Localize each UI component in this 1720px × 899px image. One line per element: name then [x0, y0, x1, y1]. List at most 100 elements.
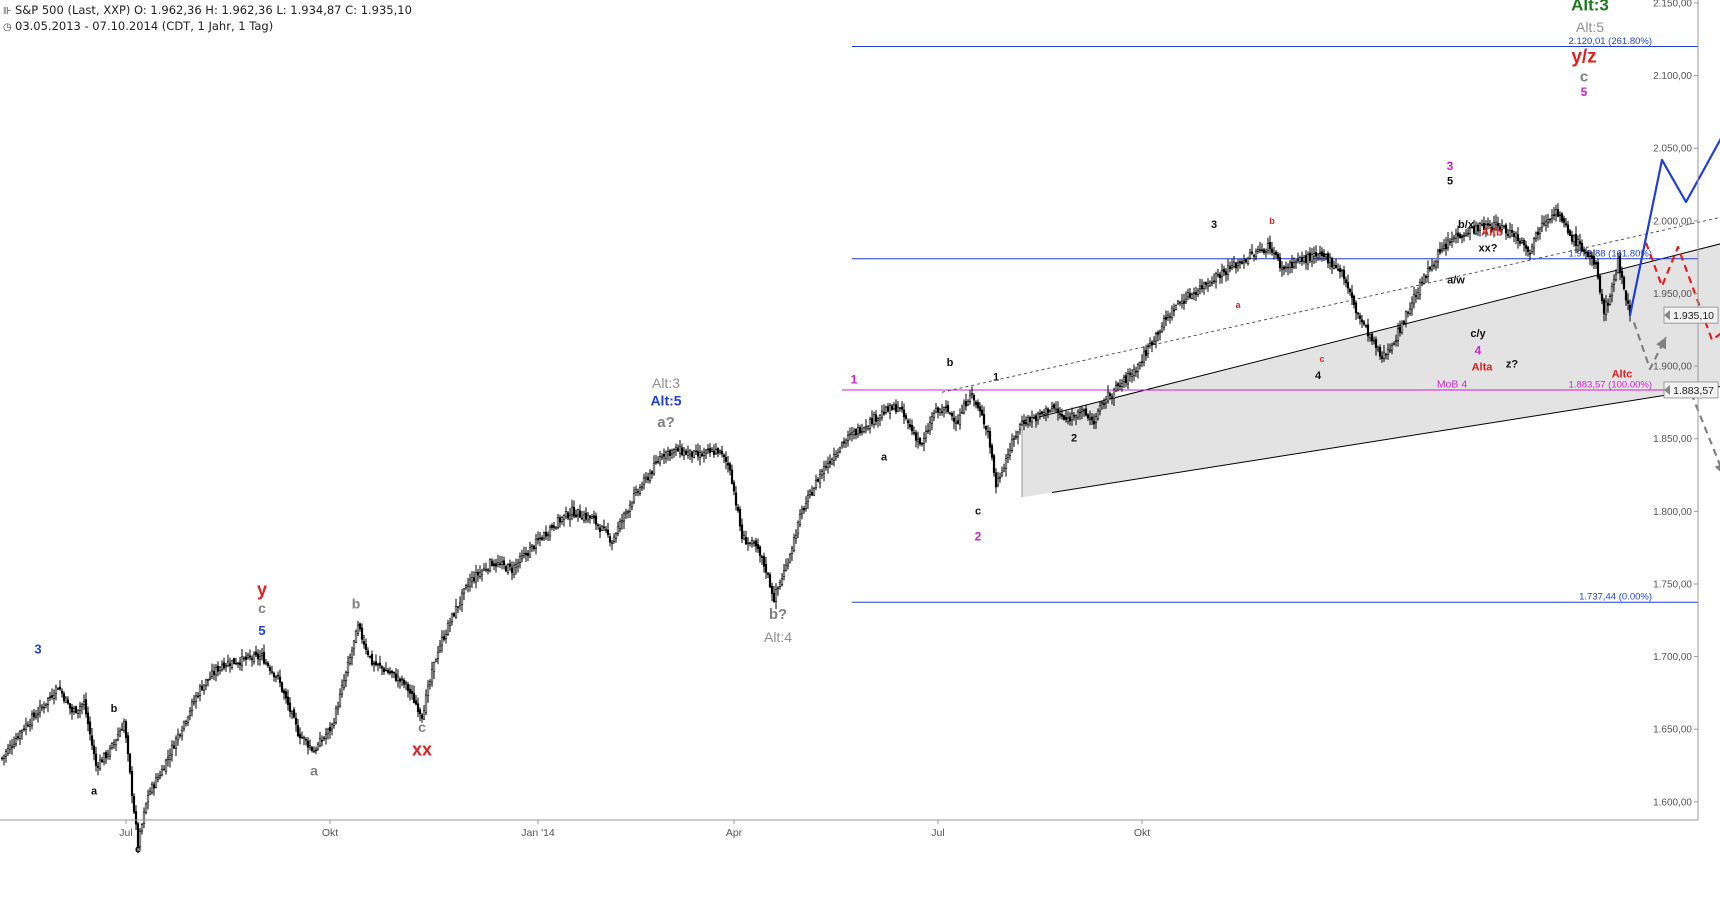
candle [1446, 232, 1450, 251]
candle [894, 399, 898, 415]
candle-body [242, 657, 246, 660]
candle [100, 756, 104, 763]
candle-body [564, 511, 568, 518]
candle-body [1302, 257, 1306, 262]
candle-body [680, 447, 684, 455]
candle-body [400, 678, 404, 681]
candle [1016, 430, 1020, 445]
candle [460, 588, 464, 612]
candle [1312, 246, 1316, 265]
candle-body [1092, 420, 1096, 425]
candle-body [1112, 389, 1116, 399]
candle [508, 559, 512, 571]
candle [756, 538, 760, 553]
candle [554, 526, 558, 530]
candle-body [954, 422, 958, 424]
candle-body [602, 526, 606, 529]
candle-body [306, 740, 310, 748]
candle-body [1606, 303, 1610, 306]
candle [1548, 218, 1552, 224]
candle [1524, 240, 1528, 256]
candle [1376, 345, 1380, 353]
candle-body [862, 427, 866, 432]
candle [138, 828, 142, 851]
candle-body [1216, 274, 1220, 276]
candle [254, 645, 258, 658]
candle [1046, 407, 1050, 419]
candle [1270, 241, 1274, 256]
candle [106, 749, 110, 760]
candle-body [1588, 256, 1592, 259]
candle [32, 708, 36, 721]
candle-body [442, 636, 446, 640]
candle [376, 662, 380, 672]
candle [1596, 258, 1600, 280]
candle-body [440, 637, 444, 646]
candle [1200, 279, 1204, 293]
candle [2, 754, 6, 766]
candle-body [876, 418, 880, 421]
candle [312, 746, 316, 753]
candle [708, 443, 712, 457]
candle-body [86, 712, 90, 725]
candle [1366, 318, 1370, 342]
candle-body [990, 445, 994, 458]
candle-body [418, 709, 422, 715]
candle [1472, 219, 1476, 235]
candle [378, 655, 382, 669]
candle-body [216, 665, 220, 672]
candle [332, 718, 336, 729]
candle [1610, 282, 1614, 303]
candle-body [1170, 307, 1174, 319]
candle [1538, 226, 1542, 240]
candle [780, 573, 784, 587]
candle [1004, 454, 1008, 477]
candle-body [1130, 374, 1134, 377]
candle [1550, 209, 1554, 224]
candle [212, 664, 216, 681]
candle [1284, 261, 1288, 273]
candle-body [432, 662, 436, 672]
candle-body [1420, 281, 1424, 284]
candle-body [1242, 260, 1246, 264]
candle [514, 558, 518, 575]
wave-label: 3 [34, 642, 41, 657]
candle-body [478, 572, 482, 577]
candle-body [412, 693, 416, 703]
candle [1266, 237, 1270, 255]
candle [160, 764, 164, 777]
candle [960, 404, 964, 414]
candle [108, 744, 112, 760]
candle [1028, 415, 1032, 427]
candle [522, 546, 526, 559]
candle-body [618, 521, 622, 529]
candle [436, 645, 440, 665]
candle [1350, 284, 1354, 305]
candle-body [654, 461, 658, 464]
candle [76, 709, 80, 719]
candle [758, 545, 762, 563]
candle-body [492, 563, 496, 566]
candle [120, 722, 124, 732]
candle-body [1240, 261, 1244, 264]
candle-body [864, 426, 868, 429]
candle-body [4, 751, 8, 757]
candle [6, 743, 10, 756]
candle [864, 419, 868, 434]
candle-body [196, 695, 200, 698]
candle-body [528, 547, 532, 558]
candle-body [1034, 415, 1038, 422]
candle [132, 793, 136, 814]
candle-body [716, 447, 720, 454]
candle [814, 474, 818, 491]
candle-body [346, 662, 350, 673]
candle-body [252, 653, 256, 662]
candle [928, 416, 932, 435]
candle [22, 724, 26, 732]
candle-body [36, 713, 40, 716]
candle [196, 692, 200, 699]
candle-body [644, 476, 648, 480]
candle [1174, 304, 1178, 311]
candle-body [84, 699, 88, 715]
